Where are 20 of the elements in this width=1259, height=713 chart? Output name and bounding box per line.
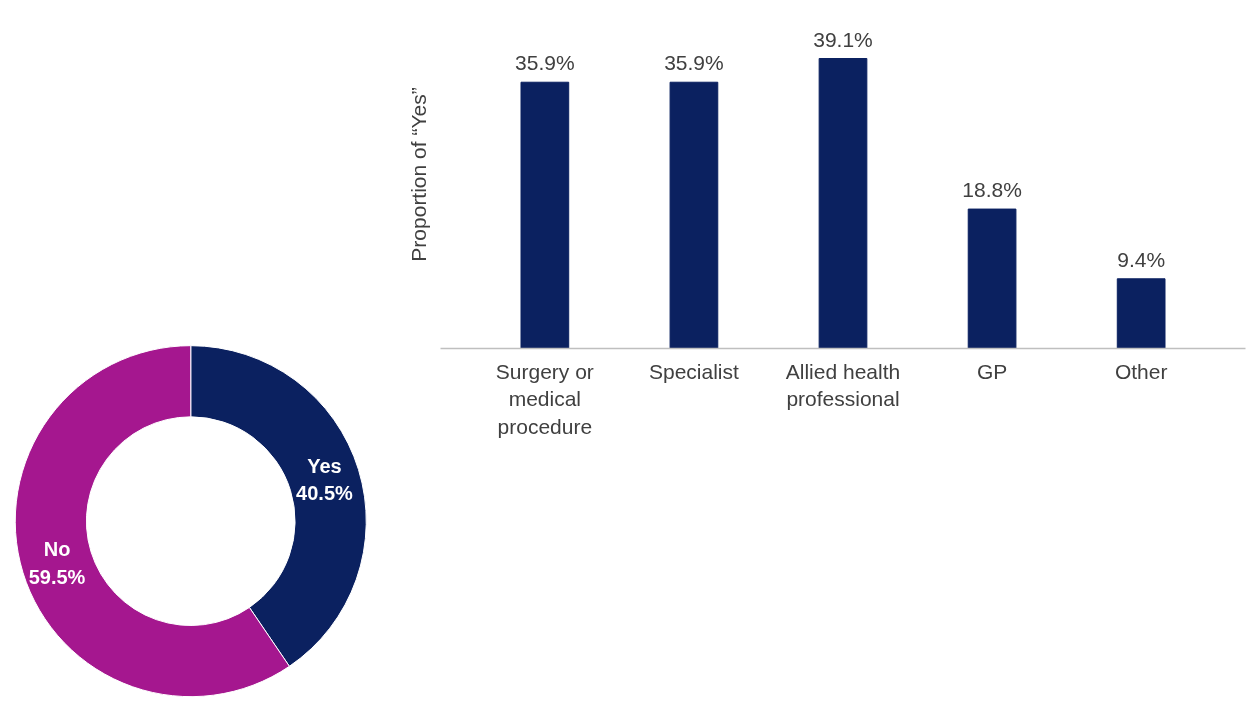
bar — [1116, 278, 1166, 349]
x-tick-label: Specialist — [648, 359, 740, 383]
slice-label: Yes — [307, 454, 342, 477]
bar — [818, 58, 868, 349]
data-label: 35.9% — [664, 51, 724, 75]
data-label: 40.5% — [296, 482, 354, 505]
x-tick-label: Other — [1114, 359, 1168, 383]
data-label: 59.5% — [28, 565, 86, 588]
x-tick-label: Surgery or medical procedure — [495, 359, 594, 438]
bar — [520, 81, 570, 349]
bar — [967, 208, 1017, 349]
data-label: 18.8% — [962, 178, 1022, 202]
slice-label: No — [43, 538, 71, 561]
x-tick-label: GP — [976, 359, 1008, 383]
y-axis-title: Proportion of “Yes” — [406, 87, 430, 262]
x-tick-label: Allied health professional — [785, 359, 901, 411]
data-label: 39.1% — [813, 27, 873, 51]
data-label: 9.4% — [1117, 247, 1166, 271]
data-label: 35.9% — [515, 51, 575, 75]
bar — [669, 81, 719, 349]
